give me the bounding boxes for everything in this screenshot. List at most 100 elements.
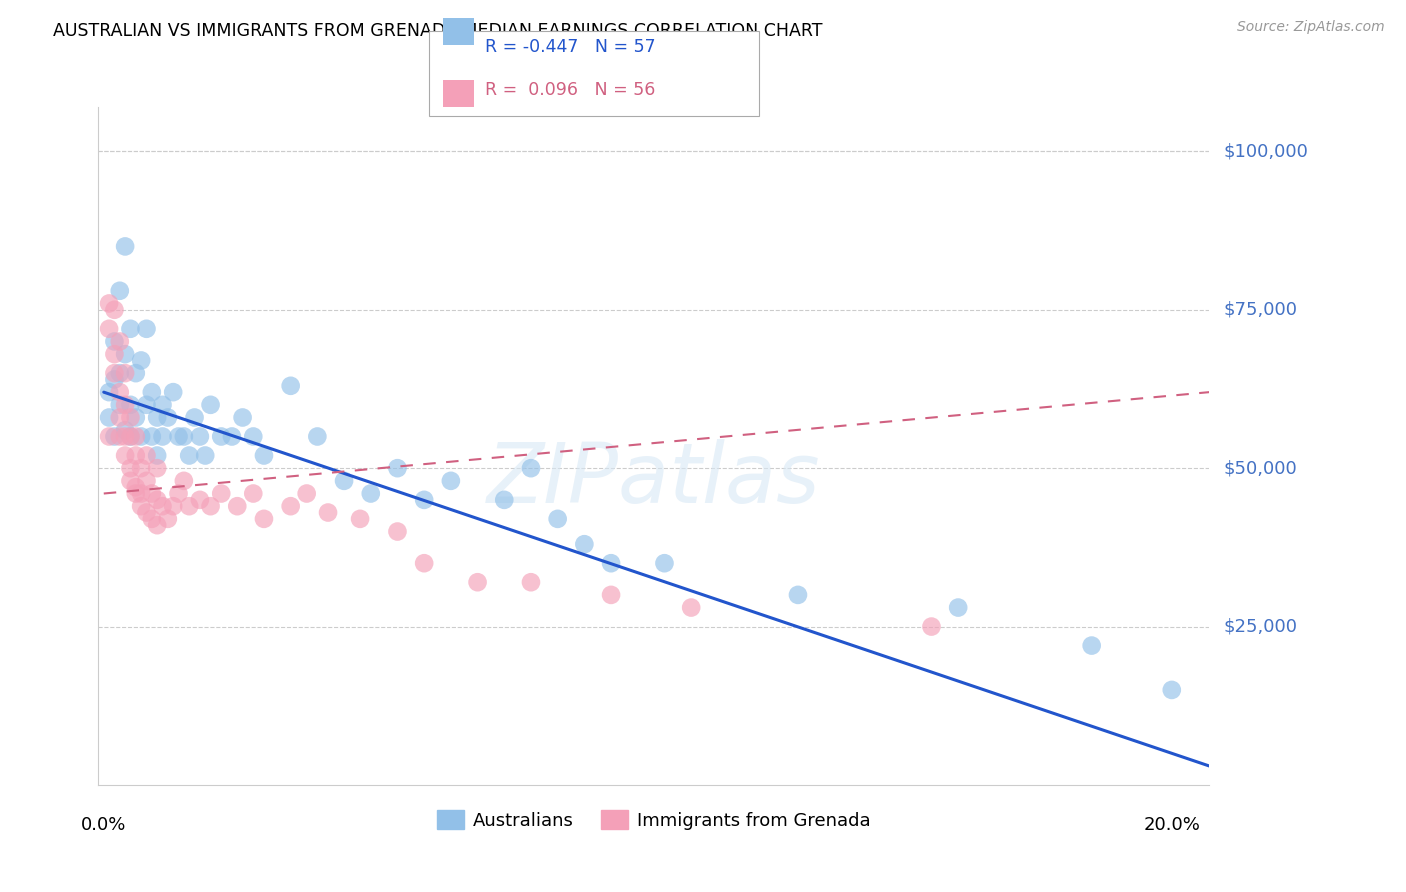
Point bbox=[103, 372, 125, 386]
Point bbox=[120, 429, 142, 443]
Point bbox=[179, 449, 201, 463]
Point bbox=[103, 302, 125, 317]
Point bbox=[787, 588, 810, 602]
Point bbox=[125, 486, 148, 500]
Point bbox=[156, 512, 179, 526]
Point bbox=[120, 322, 142, 336]
Point bbox=[135, 506, 157, 520]
Point bbox=[156, 410, 179, 425]
Point bbox=[125, 366, 148, 380]
Point bbox=[387, 461, 409, 475]
Point bbox=[152, 398, 174, 412]
Point bbox=[120, 410, 142, 425]
Point bbox=[600, 588, 623, 602]
Point bbox=[173, 474, 195, 488]
Point bbox=[179, 499, 201, 513]
Text: ZIPatlas: ZIPatlas bbox=[486, 440, 821, 520]
Point bbox=[125, 429, 148, 443]
Point bbox=[114, 239, 136, 253]
Point bbox=[146, 410, 169, 425]
Point bbox=[333, 474, 356, 488]
Text: R = -0.447   N = 57: R = -0.447 N = 57 bbox=[485, 38, 655, 56]
Point bbox=[253, 449, 276, 463]
Point bbox=[520, 461, 543, 475]
Text: 0.0%: 0.0% bbox=[82, 815, 127, 833]
Point bbox=[600, 556, 623, 570]
Point bbox=[120, 474, 142, 488]
Point bbox=[194, 449, 217, 463]
Point bbox=[125, 449, 148, 463]
Point bbox=[114, 366, 136, 380]
Point bbox=[242, 486, 264, 500]
Point bbox=[162, 499, 184, 513]
Point bbox=[440, 474, 463, 488]
Text: $100,000: $100,000 bbox=[1223, 143, 1308, 161]
Point bbox=[360, 486, 382, 500]
Point bbox=[547, 512, 569, 526]
Point bbox=[413, 556, 436, 570]
Point bbox=[141, 429, 163, 443]
Point bbox=[146, 492, 169, 507]
Point bbox=[209, 429, 232, 443]
Point bbox=[152, 429, 174, 443]
Text: Source: ZipAtlas.com: Source: ZipAtlas.com bbox=[1237, 20, 1385, 34]
Text: R =  0.096   N = 56: R = 0.096 N = 56 bbox=[485, 81, 655, 99]
Point bbox=[167, 486, 190, 500]
Point bbox=[146, 461, 169, 475]
Text: 20.0%: 20.0% bbox=[1143, 815, 1201, 833]
Point bbox=[108, 366, 131, 380]
Point bbox=[129, 429, 152, 443]
Point bbox=[114, 423, 136, 437]
Point bbox=[173, 429, 195, 443]
Point bbox=[146, 449, 169, 463]
Point bbox=[114, 449, 136, 463]
Point bbox=[1160, 682, 1182, 697]
Legend: Australians, Immigrants from Grenada: Australians, Immigrants from Grenada bbox=[430, 803, 877, 837]
Point bbox=[280, 379, 302, 393]
Point bbox=[103, 347, 125, 361]
Point bbox=[654, 556, 676, 570]
Point bbox=[129, 353, 152, 368]
Point bbox=[574, 537, 596, 551]
Point bbox=[135, 449, 157, 463]
Point bbox=[129, 499, 152, 513]
Point bbox=[114, 398, 136, 412]
Point bbox=[146, 518, 169, 533]
Point bbox=[188, 429, 211, 443]
Point bbox=[108, 398, 131, 412]
Point bbox=[200, 499, 222, 513]
Point bbox=[946, 600, 969, 615]
Point bbox=[108, 410, 131, 425]
Point bbox=[280, 499, 302, 513]
Point bbox=[1080, 639, 1102, 653]
Point bbox=[200, 398, 222, 412]
Point bbox=[108, 284, 131, 298]
Point bbox=[135, 322, 157, 336]
Point bbox=[129, 461, 152, 475]
Point bbox=[125, 480, 148, 494]
Point bbox=[120, 398, 142, 412]
Point bbox=[103, 334, 125, 349]
Point bbox=[209, 486, 232, 500]
Point bbox=[108, 429, 131, 443]
Point bbox=[162, 385, 184, 400]
Point bbox=[152, 499, 174, 513]
Point bbox=[494, 492, 516, 507]
Point bbox=[120, 461, 142, 475]
Point bbox=[98, 385, 121, 400]
Point bbox=[188, 492, 211, 507]
Point bbox=[920, 619, 942, 633]
Point bbox=[120, 429, 142, 443]
Point bbox=[98, 429, 121, 443]
Point bbox=[141, 486, 163, 500]
Point bbox=[520, 575, 543, 590]
Text: $25,000: $25,000 bbox=[1223, 617, 1298, 636]
Point bbox=[125, 410, 148, 425]
Point bbox=[413, 492, 436, 507]
Point bbox=[141, 385, 163, 400]
Point bbox=[221, 429, 243, 443]
Point bbox=[242, 429, 264, 443]
Point bbox=[232, 410, 254, 425]
Point bbox=[349, 512, 371, 526]
Point bbox=[387, 524, 409, 539]
